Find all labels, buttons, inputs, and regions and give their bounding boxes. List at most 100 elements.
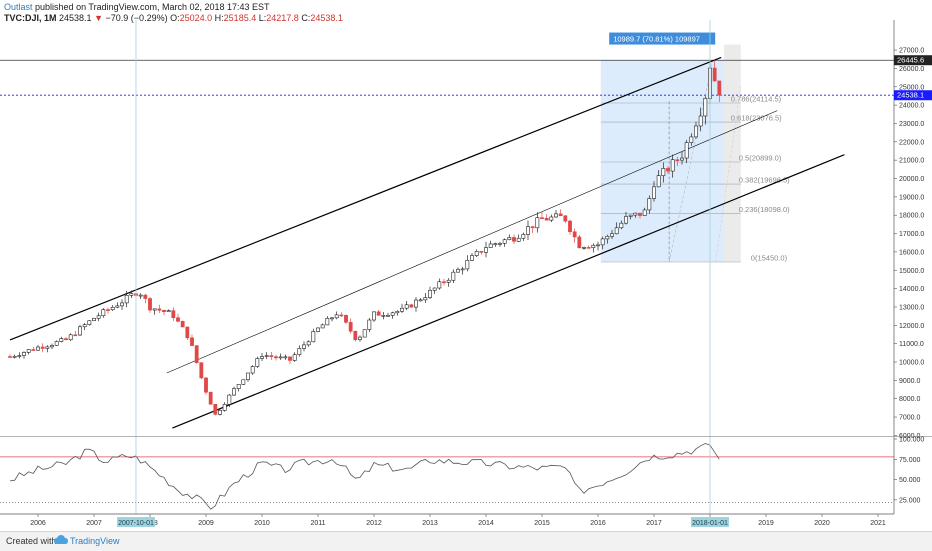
candle-body — [516, 237, 521, 242]
price-axis-label: 11000.0 — [899, 341, 924, 348]
candle-body — [642, 209, 647, 216]
candle-body — [684, 142, 689, 159]
candle-body — [194, 345, 199, 363]
time-axis-label: 2019 — [758, 520, 774, 527]
created-with-text: Created with — [6, 536, 57, 546]
candle-body — [521, 234, 526, 239]
candle-body — [292, 354, 297, 361]
candle-body — [600, 238, 605, 246]
candle-body — [577, 236, 582, 249]
candle-body — [143, 294, 148, 299]
candle-body — [638, 212, 642, 216]
rsi-line — [9, 442, 720, 510]
candle-body — [563, 215, 568, 222]
candle-body — [437, 281, 442, 289]
candle-body — [460, 268, 465, 271]
candle-body — [694, 125, 698, 138]
candle-body — [302, 344, 306, 349]
candle-body — [362, 329, 367, 338]
candle-body — [50, 345, 54, 348]
time-axis-label: 2009 — [198, 520, 214, 527]
candle-body — [101, 309, 106, 317]
price-pane[interactable]: 0.786(24114.5) 0.618(23076.5) 0.5(20899.0)… — [0, 32, 894, 429]
candle-body — [8, 356, 12, 358]
candle-body — [619, 222, 624, 229]
candle-body — [166, 310, 171, 313]
candle-body — [395, 310, 400, 314]
price-axis-label: 20000.0 — [899, 176, 924, 183]
candle-body — [409, 304, 414, 308]
candle-body — [451, 271, 456, 281]
candle-body — [386, 315, 390, 317]
candle-body — [278, 356, 283, 359]
rsi-pane[interactable] — [0, 442, 894, 510]
low-value: 24217.8 — [266, 13, 299, 23]
candle-body — [348, 322, 353, 332]
candle-body — [470, 255, 474, 261]
candle-body — [236, 384, 241, 389]
candle-body — [306, 341, 311, 346]
candle-body — [96, 315, 101, 319]
candle-body — [558, 213, 563, 217]
candle-body — [675, 159, 680, 162]
channel-line-middle — [166, 110, 778, 374]
candle-body — [353, 330, 358, 340]
measure-label-box — [609, 32, 716, 45]
candle-body — [423, 297, 428, 301]
candle-body — [64, 338, 68, 341]
candle-body — [87, 320, 92, 326]
candle-body — [54, 341, 59, 346]
candle-body — [152, 308, 157, 311]
candle-body — [311, 331, 316, 343]
candle-body — [190, 337, 194, 346]
candle-body — [325, 318, 330, 326]
candle-body — [115, 305, 120, 308]
change-value: −70.9 (−0.29%) — [105, 13, 168, 23]
candle-body — [288, 356, 292, 361]
fib-level-label: 0(15450.0) — [751, 253, 788, 262]
candle-body — [633, 212, 638, 216]
time-axis-label: 2010 — [254, 520, 270, 527]
publish-text: published on TradingView.com, March 02, … — [35, 2, 270, 12]
price-axis-label: 10000.0 — [899, 360, 924, 367]
candle-body — [400, 307, 404, 312]
candle-body — [260, 356, 264, 359]
fib-level-label: 0.5(20899.0) — [739, 154, 782, 163]
time-axis-label: 2021 — [870, 520, 886, 527]
time-axis-label: 2020 — [814, 520, 830, 527]
candle-body — [283, 356, 288, 359]
rsi-axis-label: 50.000 — [899, 477, 921, 484]
high-value: 25185.4 — [223, 13, 257, 23]
open-value: 25024.0 — [179, 13, 213, 23]
candle-body — [264, 355, 269, 357]
time-axis-label: 2006 — [30, 520, 46, 527]
candle-body — [488, 243, 493, 248]
candle-body — [465, 260, 470, 270]
candle-body — [208, 391, 213, 405]
time-axis-label: 2007 — [86, 520, 102, 527]
candle-body — [703, 98, 708, 117]
price-axis-label: 25000.0 — [899, 84, 924, 91]
channel-line-lower — [172, 154, 845, 429]
candle-body — [218, 410, 222, 415]
candle-body — [320, 324, 325, 329]
price-axis-label: 13000.0 — [899, 304, 924, 311]
fib-side-dashed — [715, 86, 742, 263]
tradingview-link[interactable]: TradingView — [70, 536, 120, 546]
price-axis-label: 23000.0 — [899, 121, 924, 128]
candle-body — [404, 304, 409, 309]
candle-body — [255, 358, 260, 367]
author-link[interactable]: Outlast — [4, 2, 33, 12]
candle-body — [605, 235, 610, 240]
candle-body — [582, 247, 586, 249]
candle-body — [512, 237, 516, 242]
rsi-axis-label: 75.000 — [899, 457, 921, 464]
candle-body — [162, 309, 166, 313]
candle-body — [456, 269, 460, 273]
last-price: 24538.1 — [59, 13, 92, 23]
candle-body — [176, 317, 180, 322]
candle-body — [92, 317, 96, 322]
fib-level-label: 0.786(24114.5) — [731, 94, 782, 103]
candle-body — [26, 349, 31, 353]
